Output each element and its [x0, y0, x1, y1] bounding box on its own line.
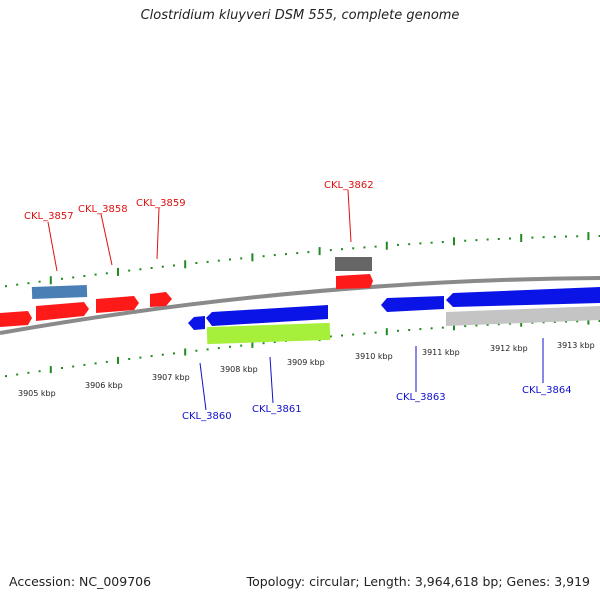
tick-label: 3910 kbp	[355, 352, 393, 361]
gene-label[interactable]: CKL_3863	[396, 392, 446, 403]
forward-gene-labels: CKL_3857 CKL_3858 CKL_3859 CKL_3862	[24, 180, 374, 272]
gene-rna-block[interactable]	[31, 285, 88, 299]
tick-label: 3908 kbp	[220, 365, 258, 374]
tick-label: 3905 kbp	[18, 389, 56, 398]
gray-feature-block[interactable]	[446, 306, 600, 326]
gene-arrow-forward[interactable]	[36, 302, 89, 321]
gene-arrow-reverse[interactable]	[446, 287, 600, 307]
accession-text: Accession: NC_009706	[9, 574, 152, 589]
kbp-tick-labels: 3905 kbp 3906 kbp 3907 kbp 3908 kbp 3909…	[18, 341, 595, 398]
tick-label: 3907 kbp	[152, 373, 190, 382]
tick-label: 3913 kbp	[557, 341, 595, 350]
forward-strand-genes	[0, 257, 373, 327]
tick-label: 3911 kbp	[422, 348, 460, 357]
gene-arrow-forward[interactable]	[96, 296, 139, 313]
gene-arrow-forward[interactable]	[336, 274, 373, 289]
forward-tick-ring	[5, 232, 600, 288]
gene-arrow-reverse[interactable]	[381, 296, 444, 312]
gene-arrow-reverse[interactable]	[188, 316, 205, 330]
map-title: Clostridium kluyveri DSM 555, complete g…	[140, 8, 460, 23]
label-leader-line	[47, 221, 58, 272]
gene-label[interactable]: CKL_3861	[252, 404, 302, 415]
gene-label[interactable]: CKL_3864	[522, 385, 572, 396]
tick-label: 3906 kbp	[85, 381, 123, 390]
gene-arrow-reverse[interactable]	[206, 305, 328, 326]
reverse-gene-labels: CKL_3860 CKL_3861 CKL_3863 CKL_3864	[182, 338, 572, 422]
reverse-strand-genes	[188, 287, 600, 345]
gene-label[interactable]: CKL_3860	[182, 411, 232, 422]
label-leader-line	[100, 213, 113, 266]
gene-arrow-forward[interactable]	[0, 311, 32, 327]
label-leader-line	[199, 362, 207, 411]
tick-label: 3912 kbp	[490, 344, 528, 353]
gene-label[interactable]: CKL_3858	[78, 204, 128, 215]
gene-arrow-forward[interactable]	[150, 292, 172, 307]
misc-feature-block[interactable]	[206, 322, 331, 345]
label-leader-line	[269, 356, 274, 404]
label-leader-line	[347, 189, 352, 243]
tick-label: 3909 kbp	[287, 358, 325, 367]
label-leader-line	[156, 207, 160, 260]
gene-label[interactable]: CKL_3857	[24, 211, 74, 222]
gene-pseudo-block[interactable]	[335, 257, 372, 271]
genome-summary-text: Topology: circular; Length: 3,964,618 bp…	[246, 574, 590, 589]
genome-backbone	[0, 276, 600, 335]
gene-label[interactable]: CKL_3862	[324, 180, 374, 191]
gene-label[interactable]: CKL_3859	[136, 198, 186, 209]
